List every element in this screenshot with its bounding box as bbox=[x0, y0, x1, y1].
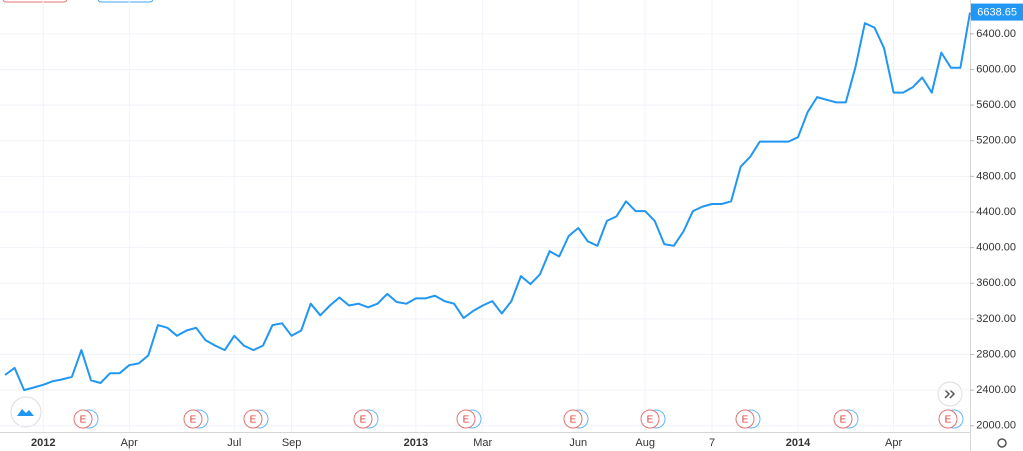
event-marker-label: E bbox=[742, 415, 749, 426]
y-tick-label: 3200.00 bbox=[976, 313, 1016, 325]
y-tick-label: 4000.00 bbox=[976, 242, 1016, 254]
event-marker-label: E bbox=[250, 415, 257, 426]
legend-button[interactable] bbox=[97, 0, 154, 3]
event-marker bbox=[735, 409, 755, 429]
event-marker bbox=[833, 409, 853, 429]
event-marker-label: E bbox=[80, 415, 87, 426]
x-tick-label: 2012 bbox=[31, 437, 55, 449]
event-marker bbox=[73, 409, 93, 429]
scroll-icon bbox=[944, 389, 956, 399]
event-marker bbox=[243, 409, 263, 429]
last-price-tag bbox=[971, 3, 1023, 21]
grid bbox=[0, 0, 970, 432]
x-tick-label: Sep bbox=[282, 437, 302, 449]
event-marker bbox=[640, 409, 660, 429]
x-tick-label: Jul bbox=[227, 437, 241, 449]
y-tick-label: 4800.00 bbox=[976, 170, 1016, 182]
settings-icon[interactable] bbox=[997, 438, 1007, 448]
y-tick-label: 5600.00 bbox=[976, 99, 1016, 111]
y-tick-label: 2800.00 bbox=[976, 348, 1016, 360]
event-marker-label: E bbox=[190, 415, 197, 426]
event-marker-label: E bbox=[570, 415, 577, 426]
last-price-label: 6638.65 bbox=[977, 6, 1017, 18]
x-tick-label: Apr bbox=[121, 437, 138, 449]
x-tick-label: Apr bbox=[885, 437, 902, 449]
y-tick-label: 6000.00 bbox=[976, 63, 1016, 75]
y-tick-label: 3600.00 bbox=[976, 277, 1016, 289]
event-marker-label: E bbox=[840, 415, 847, 426]
x-tick-label: Aug bbox=[635, 437, 655, 449]
event-marker-label: E bbox=[945, 415, 952, 426]
x-tick-label: 7 bbox=[709, 437, 715, 449]
x-tick-label: Jun bbox=[569, 437, 587, 449]
event-marker bbox=[563, 409, 583, 429]
x-tick-label: 2013 bbox=[404, 437, 428, 449]
event-marker bbox=[456, 409, 476, 429]
y-tick-label: 2000.00 bbox=[976, 420, 1016, 432]
y-tick-label: 5200.00 bbox=[976, 135, 1016, 147]
event-marker bbox=[183, 409, 203, 429]
logo-button[interactable] bbox=[10, 396, 42, 428]
y-tick-label: 4400.00 bbox=[976, 206, 1016, 218]
event-marker-label: E bbox=[463, 415, 470, 426]
event-marker-label: E bbox=[360, 415, 367, 426]
x-tick-label: Mar bbox=[473, 437, 492, 449]
y-tick-label: 6400.00 bbox=[976, 28, 1016, 40]
logo-icon bbox=[17, 409, 34, 416]
event-marker-label: E bbox=[647, 415, 654, 426]
x-tick-label: 2014 bbox=[786, 437, 811, 449]
event-marker bbox=[353, 409, 373, 429]
price-line bbox=[4, 12, 971, 392]
legend-button[interactable] bbox=[2, 0, 68, 3]
y-tick-label: 2400.00 bbox=[976, 384, 1016, 396]
event-marker bbox=[938, 409, 958, 429]
